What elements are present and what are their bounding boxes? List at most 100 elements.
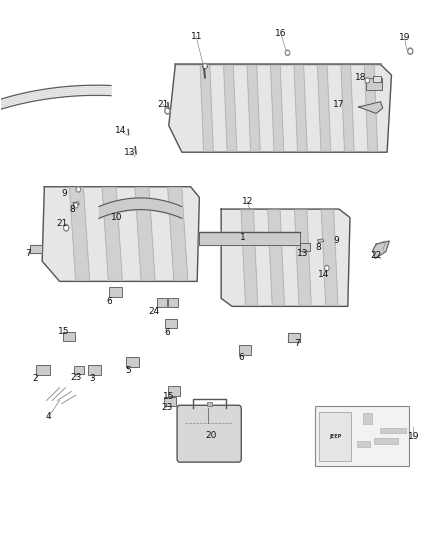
Bar: [157, 298, 167, 307]
Polygon shape: [247, 66, 260, 151]
Circle shape: [64, 225, 68, 231]
Circle shape: [365, 78, 370, 83]
Text: 9: 9: [61, 189, 67, 198]
Circle shape: [65, 226, 67, 229]
FancyBboxPatch shape: [177, 405, 241, 462]
Bar: [315, 406, 409, 466]
Polygon shape: [294, 66, 307, 151]
Text: 21: 21: [157, 100, 169, 109]
Polygon shape: [341, 66, 354, 151]
Circle shape: [75, 204, 77, 207]
Bar: [165, 319, 177, 328]
Text: 7: 7: [25, 249, 31, 258]
Polygon shape: [169, 64, 392, 152]
Circle shape: [325, 265, 329, 271]
Circle shape: [326, 267, 328, 269]
Text: 16: 16: [275, 29, 287, 38]
Text: 6: 6: [239, 353, 244, 362]
Circle shape: [367, 79, 368, 82]
Bar: [168, 298, 178, 307]
Text: 20: 20: [205, 431, 217, 440]
Bar: [168, 386, 180, 395]
Text: 22: 22: [371, 252, 382, 260]
Polygon shape: [200, 66, 213, 151]
Polygon shape: [42, 187, 199, 281]
Bar: [363, 413, 372, 424]
Polygon shape: [288, 334, 300, 342]
Polygon shape: [373, 241, 389, 259]
Circle shape: [286, 50, 290, 55]
Text: 21: 21: [56, 220, 67, 229]
Bar: [374, 438, 398, 443]
Text: 24: 24: [149, 307, 160, 316]
Circle shape: [166, 109, 169, 112]
Circle shape: [64, 224, 69, 231]
Text: 6: 6: [106, 296, 112, 305]
Text: 1: 1: [240, 233, 246, 242]
Bar: [63, 332, 75, 342]
Bar: [110, 287, 122, 297]
Circle shape: [408, 48, 413, 54]
Text: 18: 18: [355, 73, 367, 82]
Bar: [207, 402, 212, 406]
Polygon shape: [364, 66, 378, 151]
Polygon shape: [224, 66, 237, 151]
Text: 14: 14: [115, 126, 127, 135]
Bar: [366, 78, 382, 90]
Text: 17: 17: [333, 100, 345, 109]
Text: 13: 13: [124, 148, 135, 157]
Circle shape: [76, 187, 81, 192]
Circle shape: [165, 109, 170, 114]
Text: 19: 19: [399, 34, 410, 43]
Polygon shape: [318, 66, 331, 151]
Bar: [380, 427, 406, 433]
Polygon shape: [70, 188, 89, 280]
Bar: [319, 411, 351, 461]
Bar: [126, 358, 139, 367]
Text: 11: 11: [191, 33, 202, 42]
Polygon shape: [168, 188, 188, 280]
Text: 12: 12: [242, 197, 253, 206]
Text: 3: 3: [89, 374, 95, 383]
Polygon shape: [199, 232, 300, 245]
Circle shape: [165, 108, 170, 114]
Polygon shape: [221, 209, 350, 306]
Polygon shape: [318, 239, 324, 243]
Circle shape: [409, 50, 411, 53]
Bar: [36, 365, 49, 375]
Bar: [239, 345, 251, 355]
Text: 8: 8: [316, 244, 321, 253]
Circle shape: [204, 65, 206, 67]
Polygon shape: [73, 201, 79, 205]
Bar: [164, 397, 176, 406]
Text: 2: 2: [33, 374, 39, 383]
Polygon shape: [271, 66, 284, 151]
Text: 9: 9: [333, 237, 339, 246]
Polygon shape: [268, 210, 284, 305]
Text: 15: 15: [163, 392, 174, 401]
Circle shape: [166, 110, 169, 112]
Circle shape: [78, 188, 79, 191]
Text: 15: 15: [58, 327, 70, 336]
Text: 23: 23: [70, 373, 81, 382]
Polygon shape: [135, 188, 155, 280]
Text: 7: 7: [295, 339, 300, 348]
Text: 13: 13: [297, 249, 309, 258]
Text: 19: 19: [407, 432, 419, 441]
Text: 23: 23: [161, 403, 172, 412]
Bar: [88, 365, 101, 375]
Polygon shape: [295, 210, 311, 305]
Circle shape: [65, 227, 67, 229]
Text: JEEP: JEEP: [329, 433, 341, 439]
Circle shape: [203, 63, 207, 69]
Bar: [300, 243, 310, 251]
Text: 10: 10: [111, 213, 122, 222]
Bar: [357, 441, 370, 447]
Polygon shape: [241, 210, 258, 305]
Circle shape: [286, 52, 289, 54]
Text: 6: 6: [165, 328, 170, 337]
Circle shape: [74, 203, 78, 208]
Text: 4: 4: [46, 412, 52, 421]
Polygon shape: [30, 245, 42, 253]
Polygon shape: [102, 188, 122, 280]
